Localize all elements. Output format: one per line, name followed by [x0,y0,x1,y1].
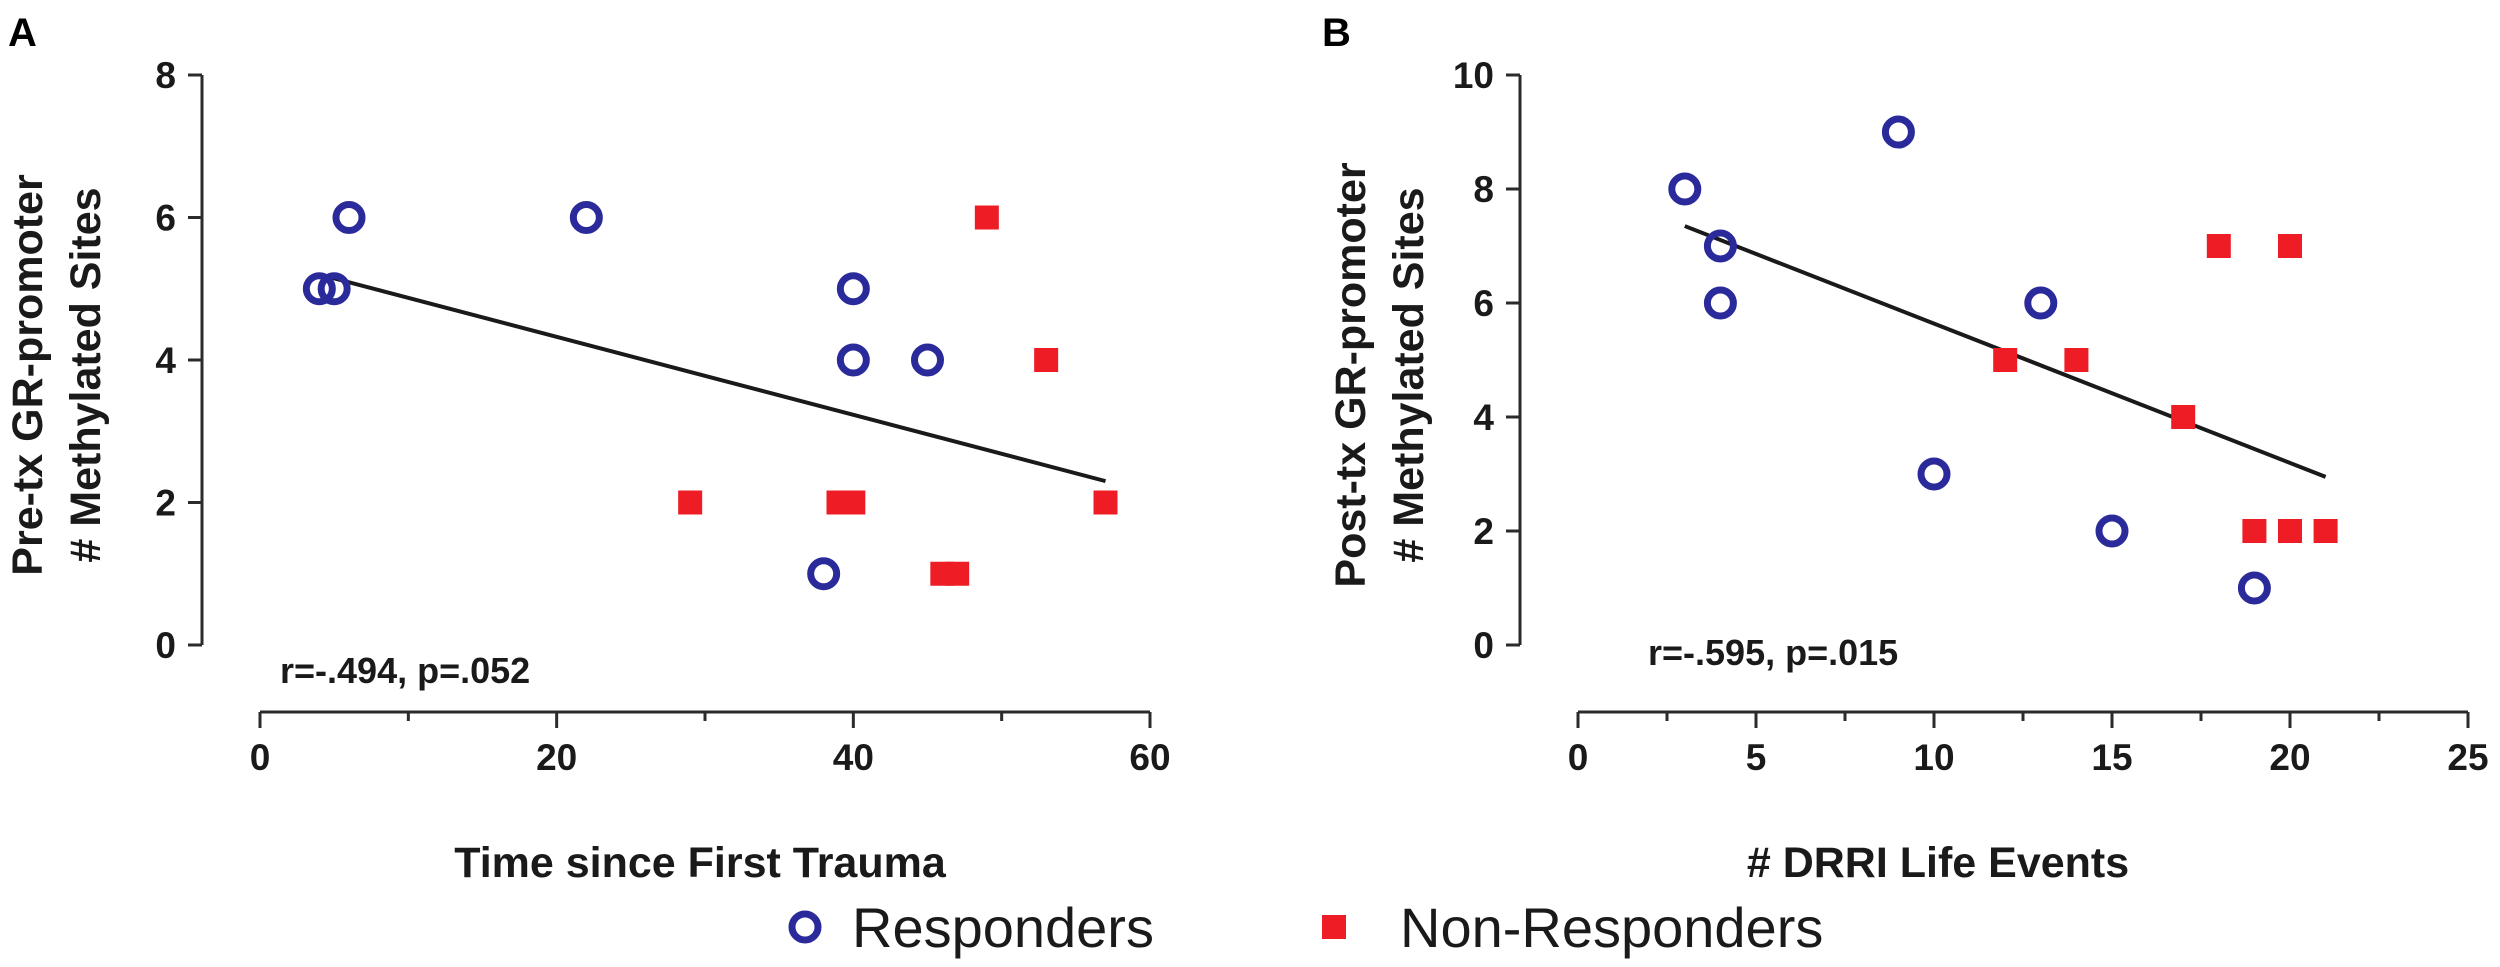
panel-a-regression-line [318,272,1107,484]
legend: Responders Non-Responders [788,896,1823,959]
panel-b-nonresponder-point [2242,519,2267,543]
panel-b-x-tick-label: 25 [2447,737,2488,778]
panel-b-responder-point [1917,457,1951,491]
panel-b-x-tick-label: 20 [2269,737,2310,778]
panel-b-y-tick-label: 6 [1473,283,1494,324]
panel-a-x-tick-label: 60 [1129,737,1170,778]
panel-a: A Pre-tx GR-promoter # Methylated Sites … [4,11,1171,887]
panel-b-responder-point [1668,172,1702,206]
panel-a-y-tick-label: 2 [155,483,176,524]
panel-a-responder-point [807,557,841,591]
panel-b-x-tick-label: 10 [1913,737,1954,778]
panel-a-plot-area: 0 2 4 6 8 0 20 40 60 [155,55,1170,778]
panel-b-responder-point [2095,514,2129,548]
panel-b-nonresponder-point [2278,234,2302,258]
panel-a-x-tick-label: 40 [833,737,874,778]
panel-b-xlabel: # DRRI Life Events [1747,839,2129,887]
panel-b: B Post-tx GR-promoter # Methylated Sites… [1322,11,2489,887]
panel-a-responder-point [332,201,366,234]
panel-a-nonresponder-point [1034,348,1059,372]
panel-b-nonresponder-point [2206,234,2231,258]
panel-a-nonresponder-point [1093,490,1118,515]
legend-nonresponders-label: Non-Responders [1400,896,1823,959]
legend-nonresponders-marker [1322,915,1346,939]
panel-a-responder-point [836,272,870,306]
panel-a-y-tick-label: 0 [155,625,176,666]
panel-a-x-tick-label: 20 [536,737,577,778]
panel-b-y-tick-label: 2 [1473,511,1494,552]
panel-b-plot-area: 0 2 4 6 8 10 0 5 10 15 20 25 [1453,55,2489,778]
panel-a-ylabel-line1: Pre-tx GR-promoter [4,174,52,576]
panel-b-x-tick-label: 0 [1568,737,1589,778]
panel-b-ylabel-line1: Post-tx GR-promoter [1327,162,1375,588]
panel-a-letter: A [8,11,37,55]
panel-b-nonresponder-point [1993,348,2018,372]
panel-a-responder-point [836,343,870,377]
legend-responders-label: Responders [852,896,1154,959]
panel-b-responder-point [1703,229,1737,263]
legend-responders-marker [788,910,822,944]
panel-a-y-tick-label: 8 [155,55,176,96]
panel-b-y-tick-label: 8 [1473,169,1494,210]
panel-b-x-tick-label: 5 [1746,737,1767,778]
panel-a-responder-point [302,272,336,306]
panel-a-nonresponder-point [945,561,970,586]
panel-b-responder-point [1703,286,1737,320]
panel-a-x-tick-label: 0 [250,737,271,778]
panel-b-responder-point [2237,571,2271,605]
panel-a-responder-point [317,272,351,306]
panel-a-nonresponder-point [974,205,999,230]
panel-b-stat-annotation: r=-.595, p=.015 [1648,632,1898,673]
panel-a-xlabel: Time since First Trauma [454,839,947,887]
panel-b-y-tick-label: 4 [1473,397,1494,438]
panel-a-y-tick-label: 4 [155,340,176,381]
panel-b-responder-point [2024,286,2058,320]
panel-a-nonresponder-point [678,490,703,515]
panel-a-nonresponder-point [841,490,866,515]
panel-a-ylabel-line2: # Methylated Sites [62,187,110,562]
panel-b-letter: B [1322,11,1351,55]
panel-b-y-tick-label: 0 [1473,625,1494,666]
panel-a-responder-point [911,343,944,377]
panel-b-y-tick-label: 10 [1453,55,1494,96]
panel-b-nonresponder-point [2064,348,2089,372]
panel-b-nonresponder-point [2278,519,2302,543]
panel-a-responder-point [569,201,603,234]
panel-b-nonresponder-point [2313,519,2338,543]
panel-b-ylabel-line2: # Methylated Sites [1385,187,1433,562]
panel-a-stat-annotation: r=-.494, p=.052 [280,650,530,691]
panel-b-x-tick-label: 15 [2091,737,2132,778]
panel-a-y-tick-label: 6 [155,198,176,239]
panel-b-nonresponder-point [2171,405,2196,429]
panel-b-responder-point [1881,115,1915,149]
